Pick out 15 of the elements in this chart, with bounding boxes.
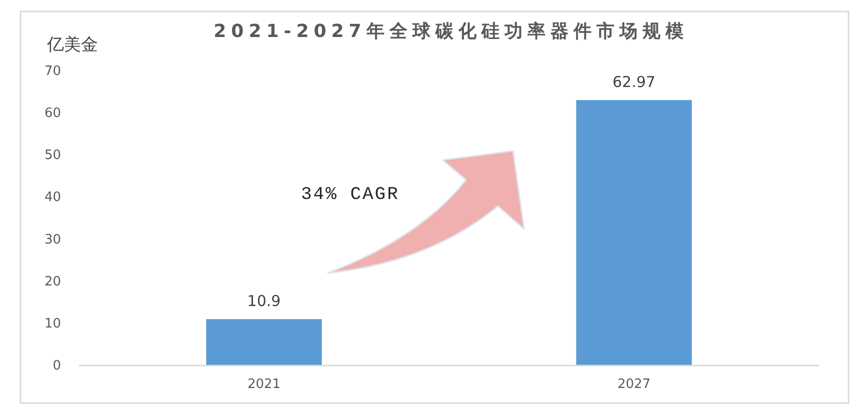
x-tick-label: 2021 (247, 377, 281, 392)
y-tick-label: 10 (44, 316, 61, 332)
y-tick-label: 70 (44, 64, 61, 79)
annotation: 34% CAGR (301, 185, 400, 205)
x-tick-label: 2027 (617, 377, 651, 392)
y-axis-title: 亿美金 (46, 35, 98, 55)
chart-title: 2021-2027年全球碳化硅功率器件市场规模 (214, 21, 688, 42)
y-tick-label: 20 (44, 274, 61, 290)
y-tick-label: 40 (44, 190, 61, 206)
y-tick-label: 60 (44, 106, 61, 122)
y-tick-label: 0 (52, 358, 61, 374)
y-tick-label: 30 (44, 232, 61, 248)
y-tick-label: 50 (44, 148, 61, 164)
data-label: 62.97 (612, 73, 656, 92)
data-label: 10.9 (247, 292, 281, 310)
